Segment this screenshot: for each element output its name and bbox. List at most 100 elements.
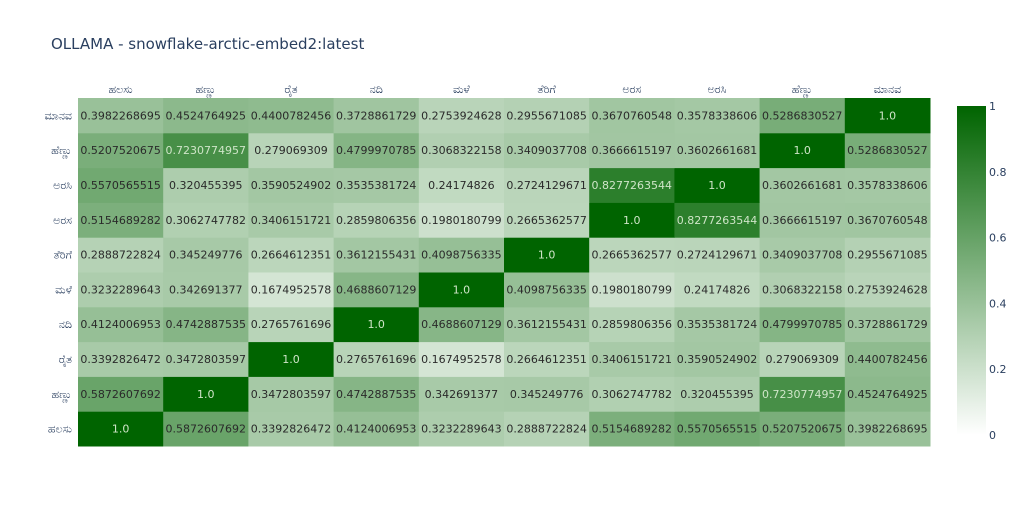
cell-value-label: 0.3670760548: [847, 214, 927, 227]
cell-value-label: 0.5154689282: [80, 214, 160, 227]
colorbar-tick-label: 0.6: [989, 232, 1007, 245]
heatmap-cells: 1.0 0.5872607692 0.3392826472 0.4124006953 0…: [78, 98, 931, 447]
cell-value-label: 0.3982268695: [847, 423, 927, 436]
heatmap-cell: [674, 341, 761, 377]
heatmap-cell: [248, 272, 335, 308]
heatmap-cell: [163, 132, 249, 169]
cell-value-label: 0.2859806356: [336, 214, 416, 227]
cell-value-label: 0.3232289643: [80, 283, 160, 296]
heatmap-cell: [78, 167, 164, 203]
x-tick-label: ಹಣ್ಣು: [196, 83, 216, 97]
heatmap-cell: [163, 306, 249, 343]
heatmap-cell: [759, 411, 846, 447]
cell-value-label: 0.5570565515: [80, 179, 160, 192]
cell-value-label: 1.0: [453, 283, 471, 296]
cell-value-label: 0.320455395: [169, 179, 242, 192]
cell-value-label: 0.3472803597: [166, 353, 246, 366]
heatmap-cell: [589, 132, 675, 169]
cell-value-label: 0.2888722824: [506, 423, 586, 436]
heatmap-cell: [674, 411, 761, 447]
heatmap-cell: [759, 132, 846, 169]
cell-value-label: 0.320455395: [680, 388, 753, 401]
cell-value-label: 0.3728861729: [336, 109, 416, 122]
heatmap-cell: [844, 132, 931, 169]
cell-value-label: 0.24174826: [684, 283, 750, 296]
heatmap-cell: [589, 202, 675, 238]
x-tick-label: ತೆರಿಗೆ: [537, 83, 556, 96]
cell-value-label: 0.3590524902: [251, 179, 331, 192]
x-tick-label: ಹೆಣ್ಣು: [792, 83, 813, 97]
heatmap-cell: [418, 167, 505, 203]
y-tick-label: ನದಿ: [59, 318, 72, 331]
y-tick-label: ರೈತ: [59, 353, 72, 366]
heatmap-cell: [248, 306, 335, 343]
heatmap-cell: [418, 202, 505, 238]
cell-value-label: 0.24174826: [428, 179, 494, 192]
cell-value-label: 1.0: [793, 144, 811, 157]
heatmap-cell: [504, 272, 590, 308]
cell-value-label: 0.2724129671: [506, 179, 586, 192]
heatmap-cell: [248, 376, 335, 412]
y-tick-label: ಅರಸಿ: [53, 179, 72, 192]
cell-value-label: 0.2724129671: [677, 249, 757, 262]
cell-value-label: 1.0: [112, 423, 130, 436]
cell-value-label: 0.3590524902: [677, 353, 757, 366]
cell-value-label: 0.8277263544: [677, 214, 757, 227]
heatmap-cell: [504, 376, 590, 412]
cell-value-label: 0.2955671085: [847, 249, 927, 262]
cell-value-label: 0.3068322158: [762, 283, 842, 296]
heatmap-cell: [418, 376, 505, 412]
heatmap-cell: [78, 306, 164, 343]
cell-value-label: 0.5207520675: [762, 423, 842, 436]
heatmap-cell: [78, 237, 164, 273]
cell-value-label: 0.4124006953: [336, 423, 416, 436]
heatmap-cell: [844, 202, 931, 238]
heatmap-cell: [418, 98, 505, 134]
heatmap-cell: [248, 132, 335, 169]
cell-value-label: 0.1980180799: [421, 214, 501, 227]
heatmap-cell: [163, 341, 249, 377]
cell-value-label: 0.279069309: [765, 353, 838, 366]
heatmap-cell: [504, 341, 590, 377]
cell-value-label: 1.0: [282, 353, 300, 366]
heatmap-cell: [78, 376, 164, 412]
heatmap-cell: [504, 167, 590, 203]
heatmap-cell: [674, 306, 761, 343]
heatmap-cell: [418, 237, 505, 273]
cell-value-label: 0.4124006953: [80, 318, 160, 331]
y-tick-label: ತೆರಿಗೆ: [54, 249, 73, 262]
cell-value-label: 1.0: [538, 249, 556, 262]
cell-value-label: 0.2665362577: [592, 249, 672, 262]
x-tick-label: ಮಳೆ: [453, 83, 470, 96]
heatmap-cell: [163, 202, 249, 238]
cell-value-label: 1.0: [708, 179, 726, 192]
cell-value-label: 0.2665362577: [506, 214, 586, 227]
heatmap-cell: [504, 132, 590, 169]
heatmap-cell: [248, 411, 335, 447]
y-tick-labels: ಹಲಸು ಹಣ್ಣು ರೈತ ನದಿ ಮಳೆ ತೆರಿಗೆ ಅರಸ ಅರಸಿ ಹೆಣ್ಣು ಮಾನ…: [44, 109, 72, 435]
heatmap-cell: [163, 237, 249, 273]
cell-value-label: 0.345249776: [169, 249, 242, 262]
heatmap-cell: [844, 341, 931, 377]
colorbar-tick-label: 0.2: [989, 363, 1007, 376]
heatmap-cell: [589, 98, 675, 134]
y-tick-label: ಹಣ್ಣು: [52, 388, 72, 402]
cell-value-label: 0.3666615197: [592, 144, 672, 157]
heatmap-cell: [78, 202, 164, 238]
cell-value-label: 0.5872607692: [80, 388, 160, 401]
x-tick-label: ಮಾನವ: [874, 83, 902, 96]
heatmap-cell: [674, 98, 761, 134]
cell-value-label: 0.4098756335: [421, 249, 501, 262]
heatmap-cell: [333, 341, 420, 377]
y-tick-label: ಮಾನವ: [44, 109, 72, 122]
heatmap-cell: [674, 167, 761, 203]
cell-value-label: 0.3578338606: [677, 109, 757, 122]
heatmap-cell: [248, 341, 335, 377]
cell-value-label: 0.2753924628: [847, 283, 927, 296]
heatmap-cell: [759, 237, 846, 273]
y-tick-label: ಹಲಸು: [48, 423, 73, 436]
cell-value-label: 0.2765761696: [336, 353, 416, 366]
colorbar-tick-label: 0.8: [989, 166, 1007, 179]
cell-value-label: 0.3062747782: [166, 214, 246, 227]
y-tick-label: ಅರಸ: [53, 214, 72, 227]
